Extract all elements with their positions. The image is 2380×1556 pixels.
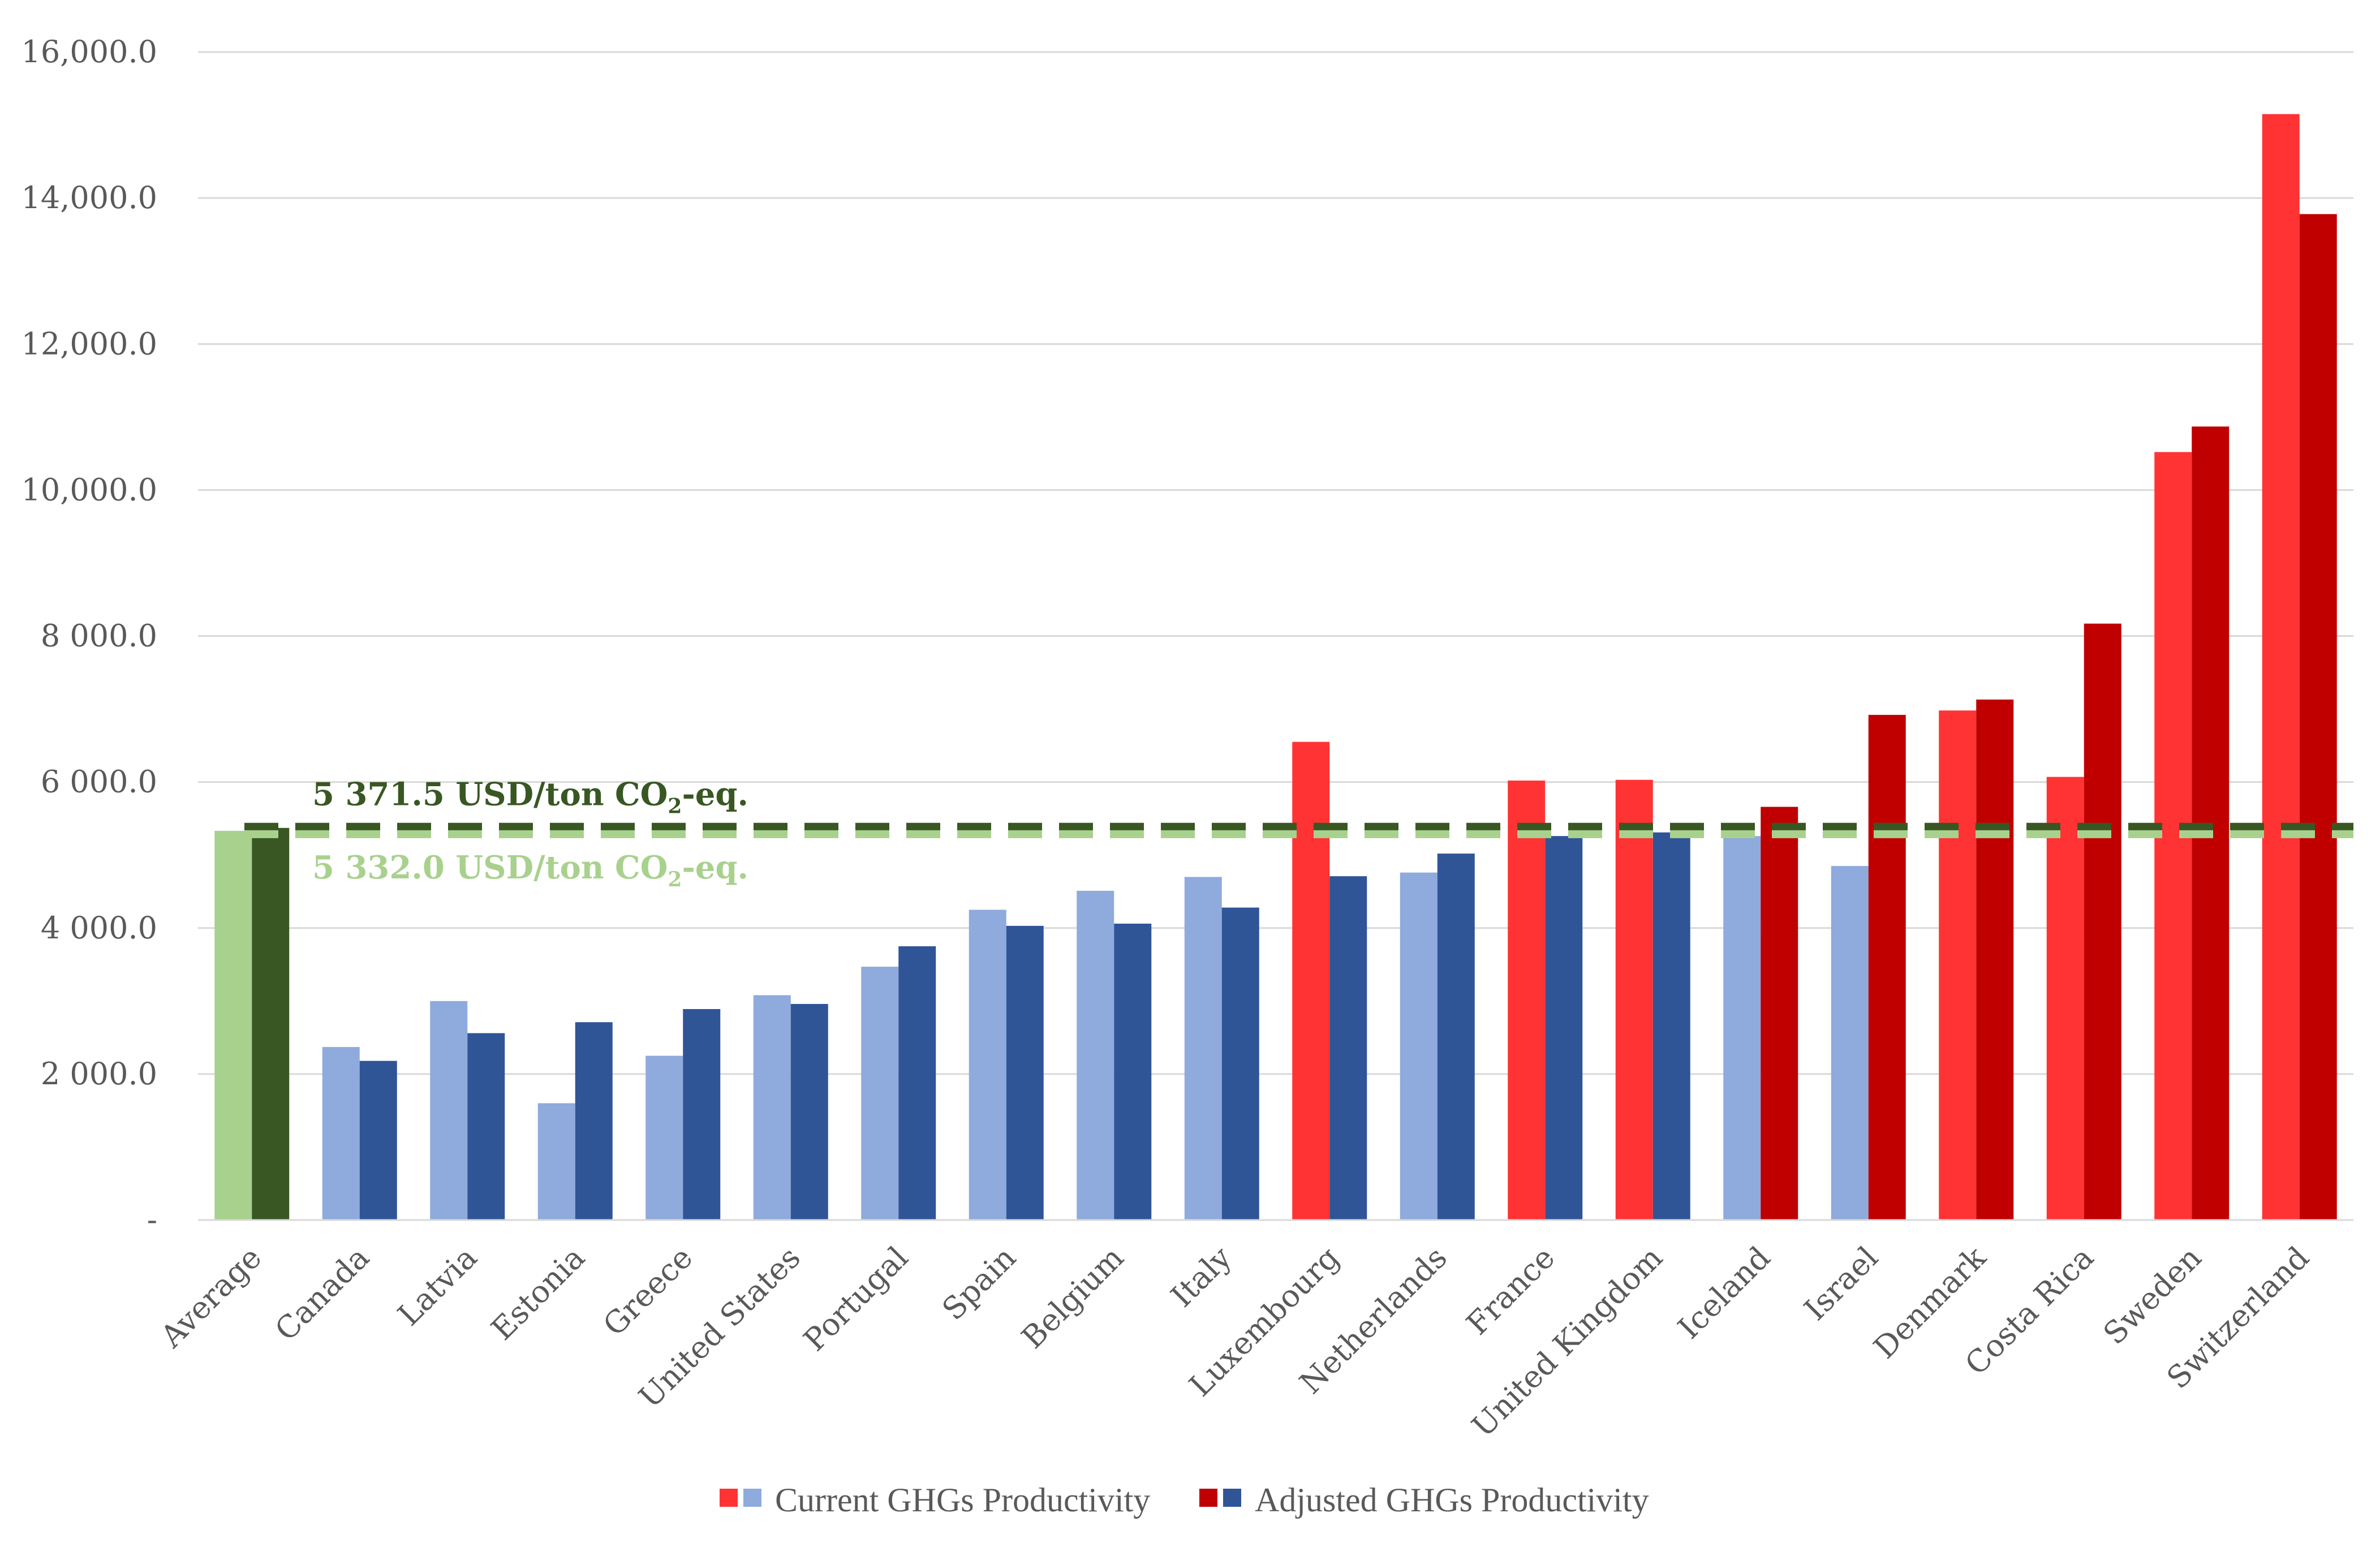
x-label-portugal: Portugal: [797, 1240, 915, 1358]
legend: Current GHGs Productivity Adjusted GHGs P…: [720, 1481, 1649, 1519]
x-label-latvia: Latvia: [391, 1240, 484, 1333]
x-label-iceland: Iceland: [1671, 1240, 1778, 1346]
current-bar-latvia: [430, 1001, 468, 1220]
x-label-average: Average: [153, 1240, 269, 1355]
adjusted-bar-united-states: [790, 1003, 828, 1220]
x-label-canada: Canada: [268, 1240, 376, 1348]
x-label-spain: Spain: [935, 1240, 1023, 1327]
current-bar-average: [214, 830, 252, 1220]
current-bar-costa-rica: [2046, 777, 2084, 1220]
current-bar-luxembourg: [1292, 742, 1330, 1220]
x-label-italy: Italy: [1164, 1239, 1238, 1314]
legend-swatch: [743, 1489, 761, 1507]
x-label-israel: Israel: [1797, 1240, 1885, 1327]
current-bar-spain: [969, 910, 1006, 1220]
y-tick-label: 16,000.0: [21, 34, 157, 70]
y-tick-label: 6 000.0: [41, 764, 157, 800]
legend-swatch: [720, 1489, 738, 1507]
current-bar-france: [1508, 781, 1546, 1220]
adjusted-bar-costa-rica: [2084, 623, 2121, 1220]
adjusted-bar-denmark: [1976, 699, 2014, 1220]
x-label-united-kingdom: United Kingdom: [1465, 1240, 1669, 1444]
x-label-belgium: Belgium: [1015, 1240, 1131, 1356]
x-label-estonia: Estonia: [484, 1240, 592, 1347]
current-bar-greece: [645, 1055, 683, 1220]
gridlines: [198, 51, 2353, 1075]
adjusted-bar-belgium: [1114, 924, 1152, 1220]
y-tick-label: 2 000.0: [41, 1056, 157, 1092]
adjusted-bar-latvia: [467, 1033, 505, 1220]
adjusted-bar-luxembourg: [1329, 876, 1367, 1220]
adjusted-bar-italy: [1221, 907, 1259, 1220]
adjusted-bar-united-kingdom: [1652, 832, 1690, 1220]
current-bar-estonia: [537, 1103, 575, 1220]
current-bar-netherlands: [1400, 872, 1438, 1220]
current-bar-united-kingdom: [1615, 779, 1653, 1220]
adjusted-bar-netherlands: [1437, 854, 1475, 1220]
legend-swatch: [1223, 1489, 1241, 1507]
current-bar-israel: [1831, 866, 1869, 1220]
adjusted-bar-average: [252, 827, 290, 1220]
legend-label: Adjusted GHGs Productivity: [1255, 1481, 1649, 1519]
adjusted-bar-canada: [359, 1061, 397, 1220]
current-bar-canada: [322, 1047, 360, 1220]
current-average-label: 5 332.0 USD/ton CO2-eq.: [312, 849, 748, 891]
adjusted-average-label: 5 371.5 USD/ton CO2-eq.: [312, 776, 748, 818]
current-bar-denmark: [1939, 710, 1977, 1220]
current-bar-iceland: [1723, 836, 1761, 1220]
y-tick-label: 8 000.0: [41, 618, 157, 654]
x-label-france: France: [1460, 1240, 1562, 1342]
y-tick-label: 12,000.0: [21, 326, 157, 361]
legend-label: Current GHGs Productivity: [775, 1481, 1150, 1519]
current-bar-belgium: [1077, 890, 1114, 1220]
adjusted-bar-iceland: [1761, 807, 1798, 1220]
y-tick-label: 14,000.0: [21, 180, 157, 215]
x-label-greece: Greece: [596, 1240, 699, 1343]
adjusted-bar-portugal: [898, 946, 936, 1220]
x-label-sweden: Sweden: [2097, 1240, 2209, 1352]
y-tick-label: 4 000.0: [41, 910, 157, 946]
current-bar-italy: [1184, 877, 1222, 1220]
reference-lines: 5 371.5 USD/ton CO2-eq. 5 332.0 USD/ton C…: [244, 776, 2353, 891]
current-bar-switzerland: [2262, 114, 2300, 1220]
y-axis-ticks: - 2 000.0 4 000.0 6 000.0 8 000.0 10,000.0 12,…: [21, 34, 157, 1238]
y-tick-label: -: [147, 1202, 157, 1238]
adjusted-bar-spain: [1006, 925, 1044, 1220]
adjusted-bar-israel: [1868, 714, 1906, 1220]
y-tick-label: 10,000.0: [21, 472, 157, 507]
current-bar-united-states: [753, 995, 791, 1220]
legend-swatch: [1199, 1489, 1217, 1507]
adjusted-bar-france: [1545, 836, 1583, 1220]
adjusted-bar-switzerland: [2299, 214, 2337, 1220]
current-bar-portugal: [861, 967, 899, 1220]
adjusted-bar-estonia: [575, 1022, 613, 1220]
adjusted-bar-greece: [683, 1009, 721, 1220]
bars: [214, 114, 2337, 1221]
